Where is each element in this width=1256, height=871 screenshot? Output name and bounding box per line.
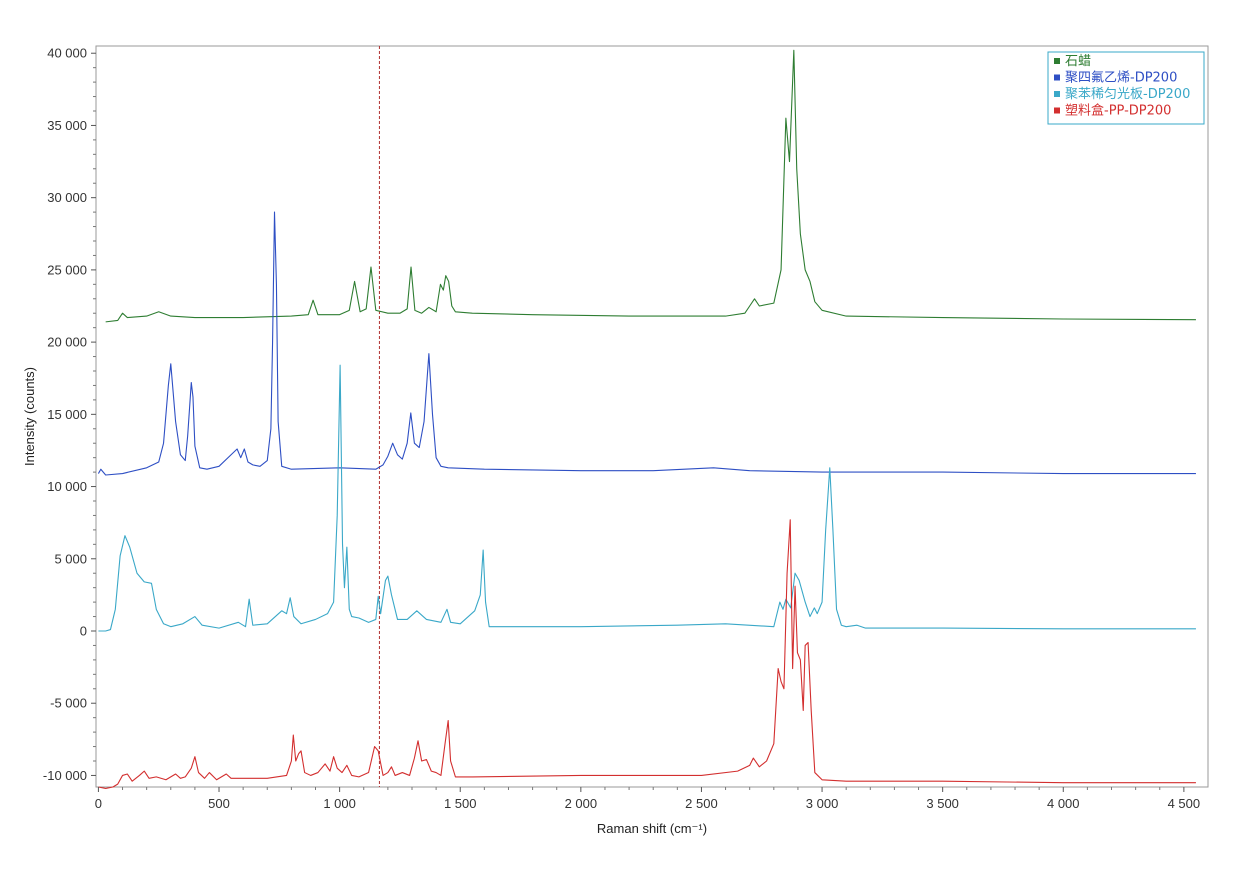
x-tick-label: 1 000 xyxy=(323,796,356,811)
x-axis: 0 500 1 000 1 500 2 000 2 500 3 000 3 500 4 000 4… xyxy=(95,787,1200,811)
legend-swatch xyxy=(1054,91,1060,97)
legend-entry: 聚苯稀匀光板-DP200 xyxy=(1065,87,1190,102)
y-tick-label: 40 000 xyxy=(47,46,87,61)
y-tick-label: 35 000 xyxy=(47,118,87,133)
legend-entry: 石蜡 xyxy=(1065,54,1091,69)
legend-swatch xyxy=(1054,58,1060,64)
x-tick-label: 1 500 xyxy=(444,796,477,811)
y-axis-title: Intensity (counts) xyxy=(22,367,37,466)
y-tick-label: 25 000 xyxy=(47,262,87,277)
legend-entry: 塑料盒-PP-DP200 xyxy=(1065,103,1171,119)
y-tick-label: 5 000 xyxy=(54,551,87,566)
x-tick-label: 2 500 xyxy=(685,796,718,811)
y-axis: -10 000 -5 000 0 5 000 10 000 15 000 20 000 25 … xyxy=(43,46,96,783)
plot-area xyxy=(95,45,1209,789)
x-tick-label: 3 000 xyxy=(806,796,839,811)
y-tick-label: 0 xyxy=(80,624,87,639)
y-tick-label: 10 000 xyxy=(47,479,87,494)
legend-entry: 聚四氟乙烯-DP200 xyxy=(1065,71,1177,86)
x-tick-label: 4 500 xyxy=(1168,796,1201,811)
plot-frame xyxy=(95,45,1209,788)
legend-swatch xyxy=(1054,107,1060,114)
y-tick-label: 15 000 xyxy=(47,407,87,422)
x-tick-label: 4 000 xyxy=(1047,796,1080,811)
x-tick-label: 0 xyxy=(95,796,102,811)
series-line-3 xyxy=(98,364,1196,632)
x-tick-label: 500 xyxy=(208,796,230,811)
y-tick-label: 20 000 xyxy=(47,335,87,350)
x-tick-label: 3 500 xyxy=(926,796,959,811)
x-tick-label: 2 000 xyxy=(565,796,598,811)
y-tick-label: -5 000 xyxy=(50,696,87,711)
legend-swatch xyxy=(1054,74,1060,81)
series-line-2 xyxy=(97,211,1196,476)
y-tick-label: -10 000 xyxy=(43,768,87,783)
series-layer xyxy=(97,49,1196,789)
series-line-4 xyxy=(98,519,1196,789)
legend-box xyxy=(1047,51,1205,125)
series-line-1 xyxy=(105,49,1196,323)
x-axis-title: Raman shift (cm⁻¹) xyxy=(597,821,707,836)
y-tick-label: 30 000 xyxy=(47,190,87,205)
